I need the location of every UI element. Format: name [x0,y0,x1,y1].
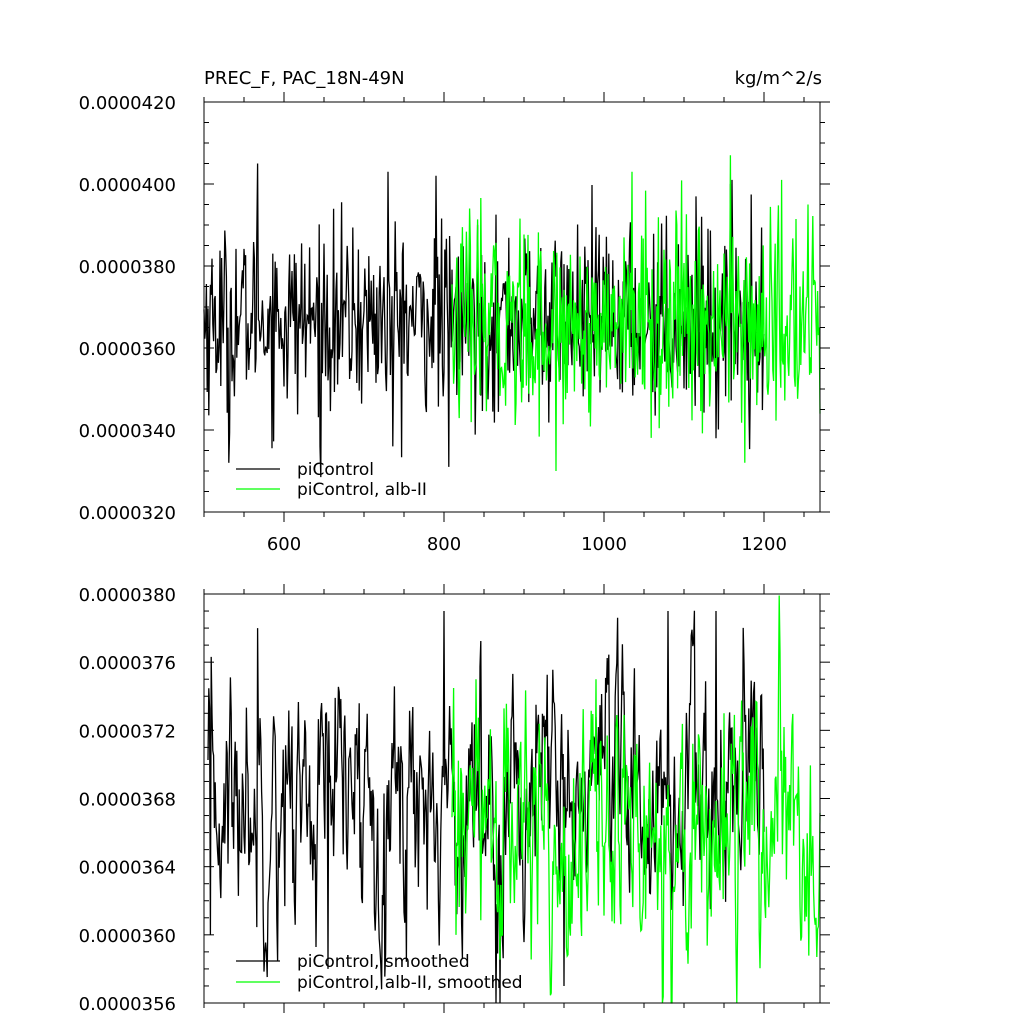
top-panel-legend: piControl piControl, alb-II [236,460,427,500]
top-panel: PREC_F, PAC_18N-49N kg/m^2/s 600 800 1000 1… [79,68,830,555]
bottom-y-tick-label: 0.0000376 [79,653,176,674]
bottom-y-tick-label: 0.0000380 [79,585,176,606]
legend-label-picontrol-alb: piControl, alb-II [297,480,427,500]
top-panel-units: kg/m^2/s [735,68,822,89]
top-panel-title: PREC_F, PAC_18N-49N [204,68,405,89]
bottom-y-tick-label: 0.0000368 [79,790,176,811]
legend-label-picontrol: piControl [297,460,374,480]
top-x-tick-label: 600 [267,534,301,555]
bottom-y-tick-label: 0.0000364 [79,858,176,879]
top-y-tick-label: 0.0000380 [79,257,176,278]
bottom-y-tick-label: 0.0000372 [79,721,176,742]
bottom-panel-series [207,595,821,1004]
bottom-y-tick-label: 0.0000360 [79,926,176,947]
top-x-tick-label: 1200 [741,534,787,555]
top-y-tick-label: 0.0000420 [79,93,176,114]
top-panel-axes: 600 800 1000 1200 0.0000320 0.0000340 0.000036… [79,92,830,555]
bottom-panel-frame [203,593,821,1004]
top-y-tick-label: 0.0000400 [79,175,176,196]
top-y-tick-label: 0.0000360 [79,339,176,360]
bottom-panel-axes: 0.0000356 0.0000360 0.0000364 0.0000368 0.00… [79,584,830,1015]
bottom-panel: 0.0000356 0.0000360 0.0000364 0.0000368 0.00… [79,584,830,1015]
bottom-series-line-picontrol-alb [451,595,821,1004]
legend-label-picontrol-alb-smoothed: piControl, alb-II, smoothed [297,973,523,993]
legend-label-picontrol-smoothed: piControl, smoothed [297,952,470,972]
top-y-tick-label: 0.0000340 [79,421,176,442]
bottom-panel-legend: piControl, smoothed piControl, alb-II, s… [236,952,523,993]
top-series-line-picontrol-alb [451,155,821,472]
bottom-series-line-picontrol [207,610,765,1004]
top-panel-series [203,155,821,478]
top-x-tick-label: 1000 [581,534,627,555]
top-panel-frame [203,101,821,513]
bottom-y-tick-label: 0.0000356 [79,994,176,1015]
top-y-tick-label: 0.0000320 [79,503,176,524]
top-x-tick-label: 800 [427,534,461,555]
